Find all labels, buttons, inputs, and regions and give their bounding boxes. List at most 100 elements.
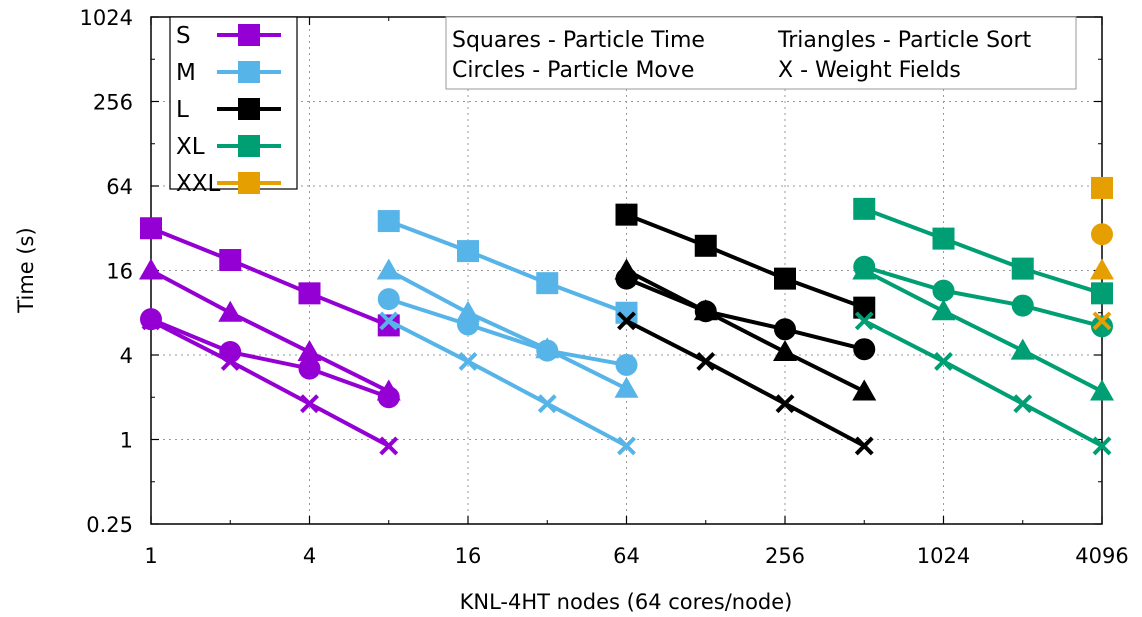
legend-swatch-marker (238, 61, 260, 83)
l-particle-time-point (694, 234, 717, 257)
xl-particle-sort-point (1010, 338, 1035, 360)
s-particle-move-point (377, 386, 400, 409)
y-axis-title: Time (s) (14, 227, 38, 313)
s-particle-time-point (140, 217, 162, 240)
legend-label: M (176, 60, 196, 86)
l-particle-move-point (615, 267, 638, 290)
xxl-particle-move-point (1091, 223, 1113, 246)
series-m (376, 210, 639, 456)
m-particle-move-point (615, 353, 638, 376)
m-particle-move-point (457, 313, 479, 336)
x-tick-label: 4096 (1075, 544, 1128, 568)
xl-particle-time-point (932, 227, 955, 250)
x-tick-label: 16 (455, 544, 482, 568)
annotation-triangles: Triangles - Particle Sort (777, 28, 1032, 53)
series-xxl (1090, 176, 1114, 331)
xl-particle-move-point (932, 279, 955, 302)
l-particle-time-point (774, 267, 796, 290)
m-particle-time-point (457, 240, 479, 263)
s-particle-move-point (298, 357, 321, 380)
legend-label: S (176, 23, 191, 49)
l-particle-time-point (615, 203, 638, 226)
l-particle-move-point (774, 318, 796, 341)
s-weight-fields-point (300, 394, 319, 414)
m-particle-move-line (388, 297, 627, 367)
xl-particle-move-point (853, 255, 876, 278)
m-particle-move-point (536, 339, 559, 362)
y-tick-label: 16 (106, 260, 133, 284)
x-tick-label: 64 (613, 544, 640, 568)
legend-label: XXL (176, 171, 221, 197)
xl-weight-fields-point (934, 352, 953, 371)
m-particle-time-point (377, 210, 400, 233)
annotation-squares: Squares - Particle Time (452, 28, 705, 53)
x-tick-label: 1 (144, 544, 157, 568)
legend-frame (169, 16, 298, 190)
l-particle-time-line (625, 212, 865, 310)
m-weight-fields-line (387, 319, 628, 448)
legend: SML XL XXL (169, 16, 298, 197)
s-particle-move-line (150, 317, 390, 400)
series-s (139, 217, 401, 456)
s-particle-sort-point (218, 300, 243, 322)
x-tick-label: 1024 (917, 544, 970, 568)
xl-particle-sort-point (1090, 379, 1114, 401)
y-tick-label: 1024 (80, 6, 133, 30)
y-tick-label: 1 (120, 429, 133, 453)
xl-particle-time-point (1011, 257, 1034, 280)
xl-weight-fields-line (863, 319, 1103, 448)
xxl-particle-sort-point (1090, 258, 1114, 280)
x-axis-title: KNL-4HT nodes (64 cores/node) (460, 590, 793, 614)
x-tick-label: 4 (303, 544, 316, 568)
m-weight-fields-point (617, 436, 636, 456)
s-particle-sort-line (150, 268, 390, 394)
xl-weight-fields-point (1013, 394, 1033, 414)
xl-particle-time-point (1091, 282, 1113, 305)
y-tick-label: 4 (120, 344, 133, 368)
l-weight-fields-point (617, 311, 636, 331)
series-l (614, 203, 877, 456)
m-particle-move-point (377, 288, 400, 311)
legend-label: L (176, 97, 189, 123)
series-xl (852, 197, 1114, 456)
y-tick-label: 0.25 (86, 513, 133, 537)
annotation-circles: Circles - Particle Move (452, 58, 694, 83)
s-particle-time-point (298, 282, 321, 305)
m-weight-fields-point (379, 311, 399, 331)
annotation-x: X - Weight Fields (778, 58, 961, 83)
xl-weight-fields-point (854, 311, 874, 331)
s-weight-fields-point (141, 311, 161, 331)
l-particle-move-point (853, 338, 876, 361)
y-tick-label: 64 (106, 175, 133, 199)
s-particle-time-line (150, 226, 390, 328)
l-particle-move-line (625, 276, 865, 352)
legend-swatch-marker (238, 98, 260, 120)
s-particle-time-point (377, 314, 400, 337)
legend-swatch-marker (238, 135, 260, 157)
xxl-particle-time-point (1091, 176, 1113, 199)
series-layer (139, 176, 1114, 456)
m-particle-sort-point (614, 376, 639, 398)
l-particle-move-point (694, 300, 717, 323)
xxl-weight-fields-point (1092, 311, 1112, 331)
xl-particle-move-point (1091, 315, 1113, 338)
legend-swatch-marker (238, 172, 260, 194)
l-weight-fields-line (625, 319, 866, 448)
annotation-frame (445, 16, 1077, 90)
l-weight-fields-point (854, 436, 874, 456)
s-weight-fields-point (220, 352, 240, 371)
xl-particle-time-line (863, 206, 1103, 296)
m-particle-sort-point (376, 258, 401, 280)
s-particle-sort-point (139, 258, 163, 280)
m-weight-fields-point (537, 394, 557, 414)
axis-ticks: 1 4 16 64 256 1024 4096 0.25 1 4 16 64 256 1024 (80, 6, 1129, 568)
s-weight-fields-point (379, 436, 399, 456)
x-tick-label: 256 (765, 544, 805, 568)
xl-weight-fields-point (1092, 436, 1112, 456)
xl-particle-move-point (1011, 294, 1034, 317)
l-particle-sort-point (852, 379, 877, 401)
m-weight-fields-point (458, 352, 478, 371)
m-particle-time-point (536, 272, 559, 295)
m-particle-sort-line (387, 268, 628, 391)
